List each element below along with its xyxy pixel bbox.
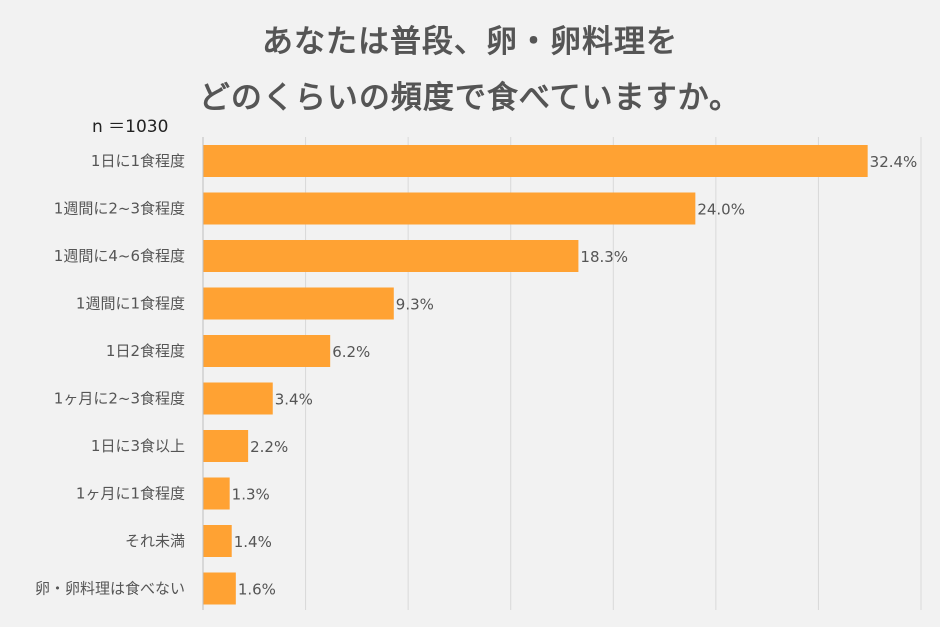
bar xyxy=(203,335,331,367)
sample-size-label: n ＝1030 xyxy=(92,117,169,137)
category-label: 1日に1食程度 xyxy=(91,152,185,170)
bar xyxy=(203,145,868,177)
bar xyxy=(203,382,273,415)
category-label: 1日に3食以上 xyxy=(91,437,185,455)
category-label: 1ヶ月に2~3食程度 xyxy=(54,390,185,408)
bar xyxy=(203,477,230,510)
category-label: 1週間に4~6食程度 xyxy=(54,247,185,265)
category-label: それ未満 xyxy=(125,532,185,550)
value-label: 6.2% xyxy=(332,343,370,361)
bar xyxy=(203,240,579,272)
value-label: 9.3% xyxy=(396,296,434,314)
chart-title-line-2: どのくらいの頻度で食べていますか。 xyxy=(198,80,742,116)
value-label: 18.3% xyxy=(580,248,628,266)
bar xyxy=(203,572,236,605)
bar xyxy=(203,192,696,225)
chart-title-line-1: あなたは普段、卵・卵料理を xyxy=(262,24,678,60)
value-labels: 32.4% 24.0% 18.3% 9.3% 6.2% 3.4% 2.2% 1.3% 1.4% 1… xyxy=(232,153,918,599)
bar xyxy=(203,430,249,462)
bar xyxy=(203,287,394,320)
category-label: 1週間に1食程度 xyxy=(76,295,185,313)
value-label: 1.6% xyxy=(238,581,276,599)
value-label: 3.4% xyxy=(275,391,313,409)
bars xyxy=(203,145,868,605)
value-label: 1.4% xyxy=(234,533,272,551)
value-label: 1.3% xyxy=(232,486,270,504)
category-labels: 1日に1食程度 1週間に2~3食程度 1週間に4~6食程度 1週間に1食程度 1日2食程… xyxy=(35,152,185,598)
value-label: 32.4% xyxy=(870,153,918,171)
bar xyxy=(203,525,232,557)
value-label: 2.2% xyxy=(250,438,288,456)
category-label: 1日2食程度 xyxy=(106,342,185,360)
category-label: 1週間に2~3食程度 xyxy=(54,200,185,218)
category-label: 1ヶ月に1食程度 xyxy=(76,485,185,503)
category-label: 卵・卵料理は食べない xyxy=(35,580,185,598)
value-label: 24.0% xyxy=(697,201,745,219)
